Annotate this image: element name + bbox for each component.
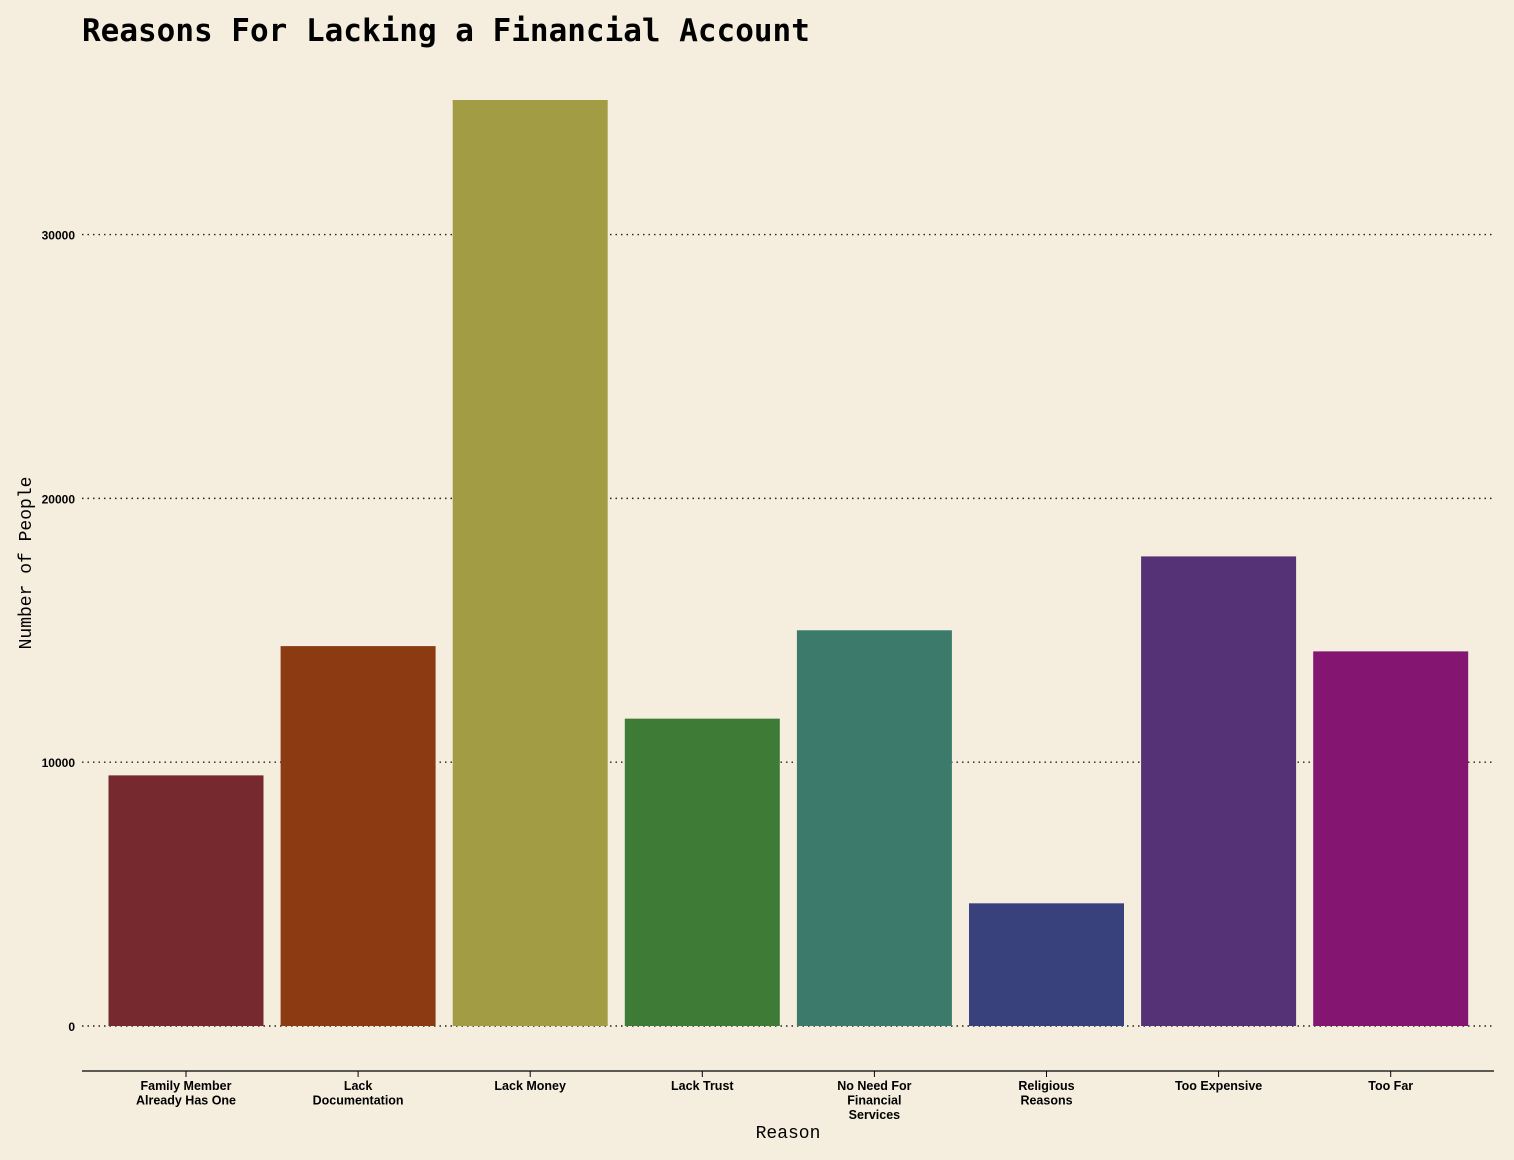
bar	[1313, 651, 1469, 1026]
y-tick-label: 20000	[42, 492, 76, 506]
y-tick-label: 30000	[42, 229, 76, 243]
bar	[1141, 556, 1297, 1026]
y-axis-ticks: 0 10000 20000 30000	[42, 229, 76, 1034]
bar	[280, 646, 436, 1026]
y-axis-label: Number of People	[17, 477, 37, 650]
x-axis-label: Reason	[756, 1124, 821, 1144]
chart-title: Reasons For Lacking a Financial Account	[82, 13, 810, 49]
x-axis-ticks: Family Member Already Has One Lack Document…	[136, 1071, 1413, 1122]
x-tick-label: Too Far	[1368, 1079, 1413, 1093]
x-tick-label: Lack Money	[494, 1079, 566, 1093]
bars	[108, 100, 1469, 1026]
x-tick-label: Lack Trust	[671, 1079, 734, 1093]
x-tick-label: Too Expensive	[1175, 1079, 1262, 1093]
bar	[452, 100, 608, 1026]
bar	[624, 718, 780, 1026]
bar	[969, 903, 1124, 1026]
bar	[108, 775, 264, 1026]
y-tick-label: 0	[68, 1020, 75, 1034]
y-tick-label: 10000	[42, 756, 76, 770]
bar	[796, 630, 952, 1026]
x-tick-label: Family Member Already Has One	[136, 1079, 236, 1108]
x-tick-label: No Need For Financial Services	[837, 1079, 911, 1122]
x-tick-label: Lack Documentation	[313, 1079, 404, 1108]
x-tick-label: Religious Reasons	[1018, 1079, 1074, 1108]
